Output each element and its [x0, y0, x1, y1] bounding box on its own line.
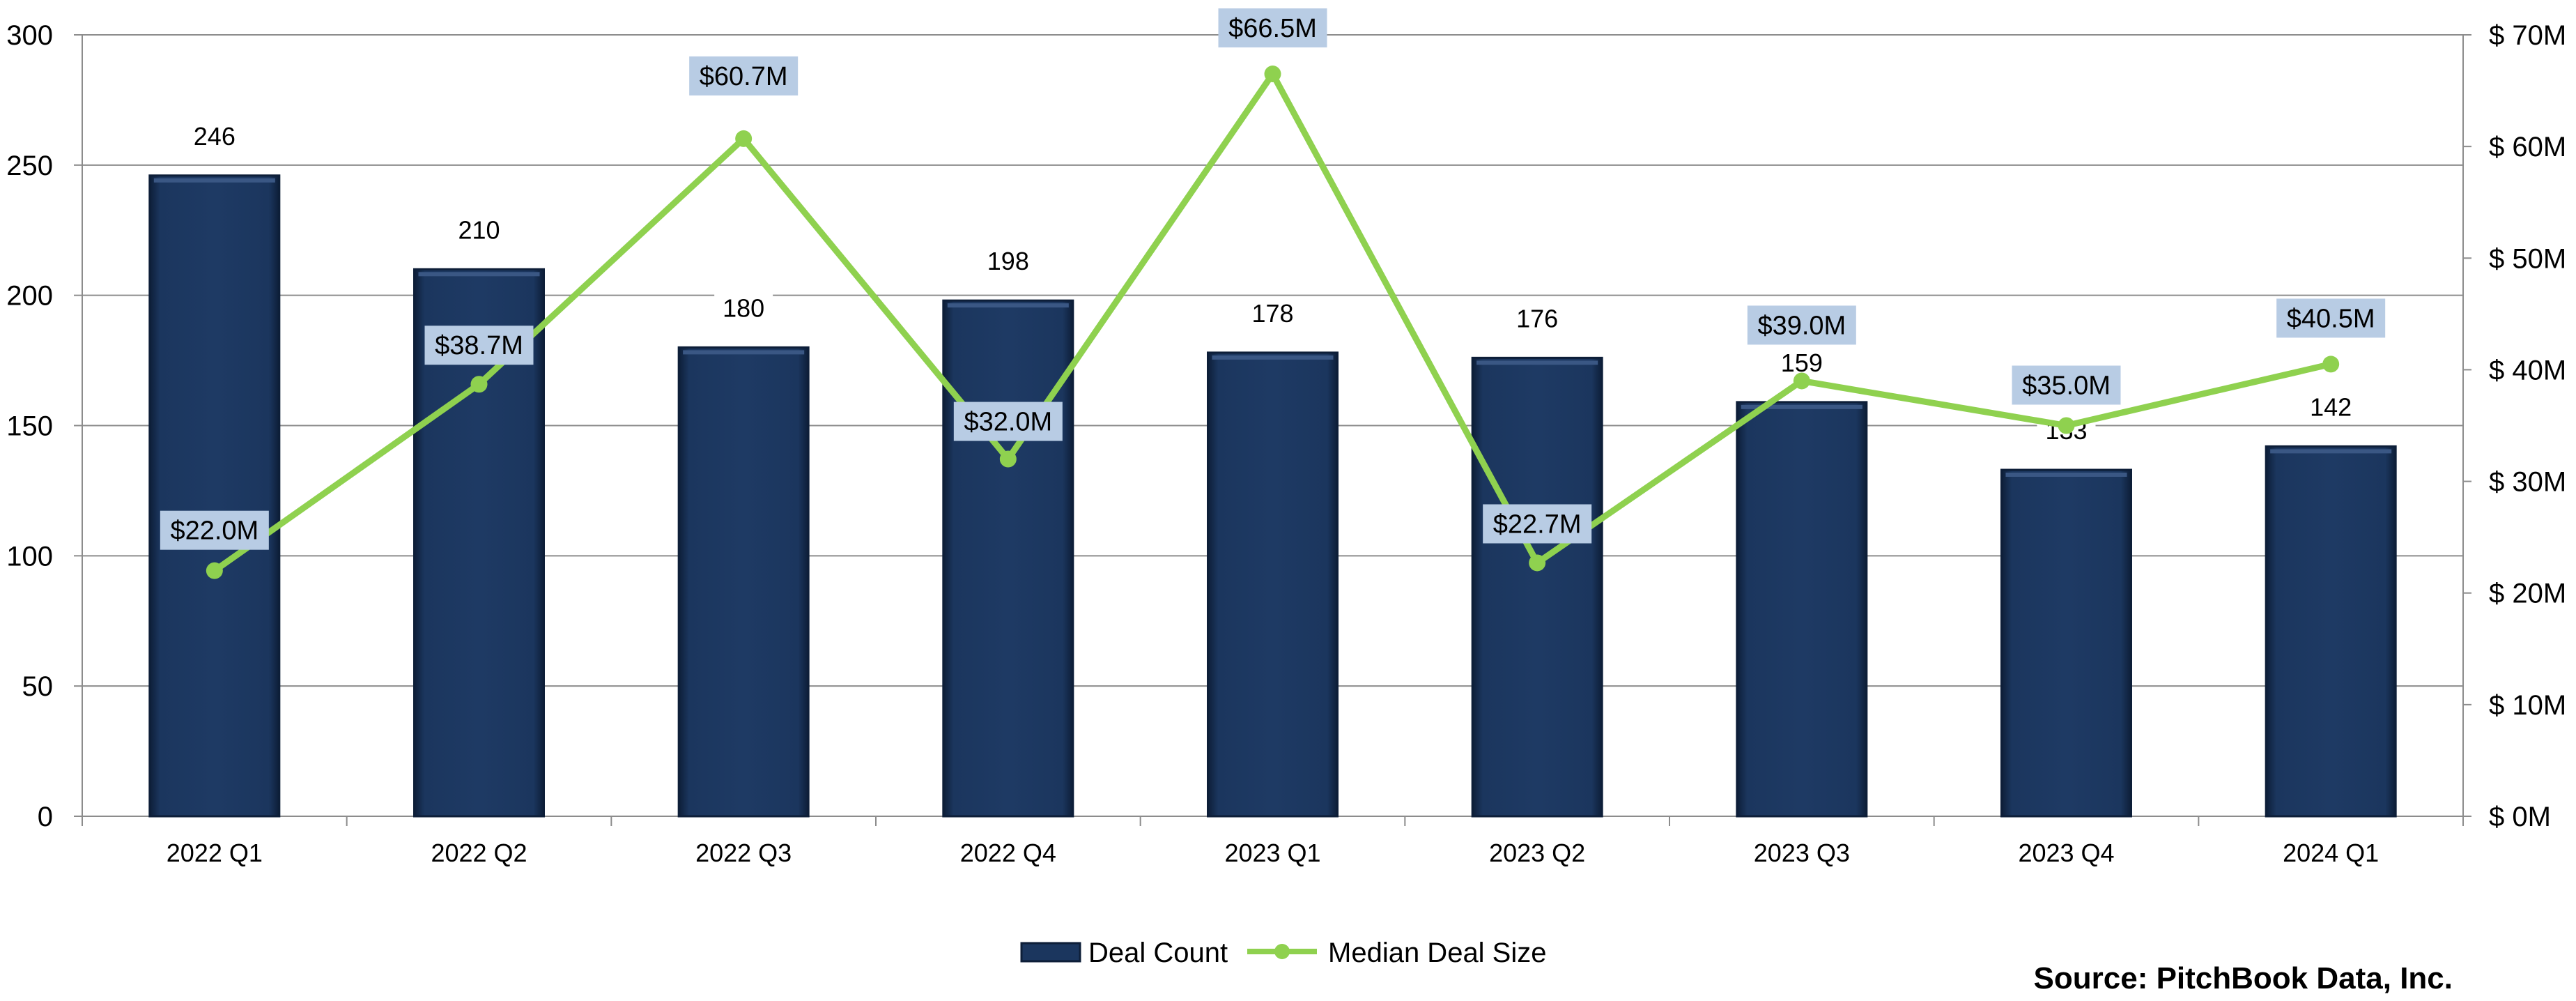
x-tick-label-7: 2023 Q4	[2018, 839, 2114, 867]
bar-5	[1471, 356, 1603, 818]
y-right-tick-label-2: $ 20M	[2489, 579, 2566, 609]
median-label-0: $22.0M	[170, 517, 259, 546]
bar-2	[677, 346, 810, 818]
x-tick-label-0: 2022 Q1	[167, 839, 263, 867]
y-left-tick-label-4: 200	[6, 281, 53, 312]
legend-median-deal-size-label: Median Deal Size	[1328, 938, 1547, 968]
median-label-1: $38.7M	[435, 331, 523, 360]
median-label-box-7	[2012, 365, 2121, 405]
bar-label-bg-1	[449, 215, 509, 247]
y-left-tick-label-5: 250	[6, 151, 53, 181]
bar-label-bg-8	[2301, 392, 2361, 425]
bar-label-6: 159	[1781, 349, 1823, 377]
median-label-8: $40.5M	[2287, 304, 2375, 333]
median-label-4: $66.5M	[1228, 14, 1317, 43]
median-label-box-0	[160, 510, 269, 550]
bar-3	[942, 299, 1074, 818]
bar-7	[2000, 468, 2132, 818]
bar-top-highlight-2	[683, 350, 805, 355]
bar-label-bg-5	[1508, 303, 1567, 336]
y-right-tick-label-4: $ 40M	[2489, 355, 2566, 385]
median-point-7	[2058, 417, 2075, 434]
x-tick-label-2: 2022 Q3	[695, 839, 792, 867]
legend: Deal Count Median Deal Size	[1020, 938, 1547, 968]
legend-median-deal-size-marker	[1274, 944, 1290, 959]
bar-top-highlight-3	[947, 303, 1069, 308]
bar-4	[1207, 351, 1339, 818]
bar-top-highlight-6	[1741, 404, 1862, 409]
median-point-8	[2322, 356, 2340, 373]
x-tick-label-1: 2022 Q2	[431, 839, 527, 867]
median-label-box-6	[1747, 305, 1856, 345]
x-tick-label-8: 2024 Q1	[2283, 839, 2379, 867]
median-point-5	[1529, 554, 1546, 572]
y-right-tick-label-7: $ 70M	[2489, 20, 2566, 51]
x-tick-label-3: 2022 Q4	[960, 839, 1056, 867]
median-label-box-4	[1218, 8, 1327, 48]
bar-label-bg-0	[185, 121, 244, 153]
legend-deal-count-label: Deal Count	[1088, 938, 1228, 968]
median-label-7: $35.0M	[2022, 372, 2111, 401]
median-label-box-3	[953, 402, 1063, 441]
bar-label-bg-2	[714, 293, 773, 326]
legend-deal-count-swatch	[1020, 942, 1081, 963]
y-right-tick-label-0: $ 0M	[2489, 802, 2551, 832]
bar-label-8: 142	[2310, 392, 2352, 421]
y-left-tick-label-0: 0	[38, 802, 53, 832]
deal-count-bars	[148, 174, 2397, 818]
bar-8	[2265, 445, 2397, 818]
bar-top-highlight-4	[1212, 355, 1334, 360]
y-left-tick-label-3: 150	[6, 411, 53, 442]
bar-label-4: 178	[1251, 299, 1293, 328]
median-point-3	[999, 450, 1017, 468]
median-point-4	[1264, 66, 1281, 83]
y-right-tick-label-1: $ 10M	[2489, 690, 2566, 721]
bar-top-highlight-1	[418, 272, 540, 277]
bar-label-3: 198	[987, 247, 1029, 275]
bar-label-2: 180	[723, 293, 764, 322]
y-right-tick-label-5: $ 50M	[2489, 243, 2566, 274]
y-left-tick-label-1: 50	[22, 671, 54, 702]
bar-0	[148, 174, 281, 818]
bar-6	[1736, 401, 1868, 818]
bar-top-highlight-8	[2270, 449, 2392, 454]
median-point-1	[470, 376, 488, 393]
median-label-box-5	[1483, 504, 1592, 544]
median-deal-size-line	[206, 66, 2340, 579]
bar-label-bg-4	[1243, 298, 1302, 330]
y-right-tick-label-6: $ 60M	[2489, 132, 2566, 162]
median-point-0	[206, 562, 223, 579]
median-label-6: $39.0M	[1757, 311, 1846, 340]
y-left-tick-label-6: 300	[6, 20, 53, 51]
median-label-box-1	[424, 326, 534, 365]
median-point-2	[735, 130, 753, 147]
x-tick-label-5: 2023 Q2	[1489, 839, 1585, 867]
x-tick-label-4: 2023 Q1	[1224, 839, 1320, 867]
bar-top-highlight-7	[2005, 473, 2127, 477]
median-label-2: $60.7M	[700, 62, 788, 91]
y-right-tick-label-3: $ 30M	[2489, 467, 2566, 498]
median-label-5: $22.7M	[1493, 510, 1582, 539]
bar-label-bg-3	[978, 246, 1038, 279]
x-tick-label-6: 2023 Q3	[1754, 839, 1850, 867]
median-point-6	[1793, 372, 1810, 390]
bar-top-highlight-0	[153, 178, 275, 183]
bar-top-highlight-5	[1476, 360, 1598, 365]
median-label-3: $32.0M	[964, 408, 1052, 437]
median-label-box-2	[689, 56, 799, 95]
median-deal-size-labels: $22.0M $38.7M $60.7M $32.0M $66.5M $22.7M $39.…	[160, 8, 2386, 550]
median-label-box-8	[2276, 298, 2386, 338]
bar-label-0: 246	[194, 122, 236, 151]
y-left-tick-label-2: 100	[6, 541, 53, 572]
source-note: Source: PitchBook Data, Inc.	[2034, 961, 2453, 995]
bar-label-5: 176	[1516, 304, 1558, 333]
bar-label-1: 210	[458, 215, 500, 244]
